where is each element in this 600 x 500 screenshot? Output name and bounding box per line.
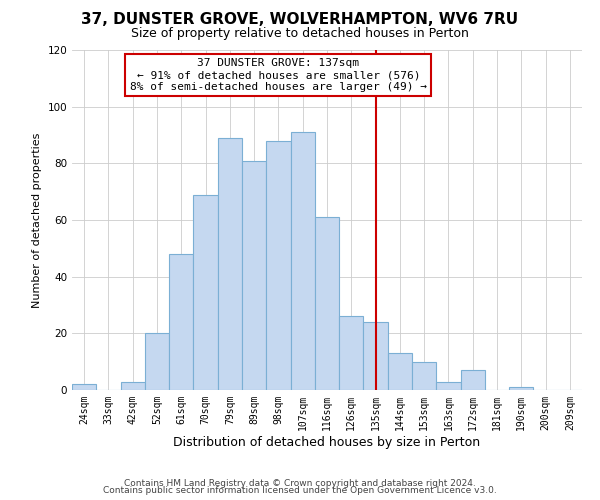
Text: Size of property relative to detached houses in Perton: Size of property relative to detached ho…: [131, 28, 469, 40]
Bar: [145, 334, 169, 390]
Bar: [121, 382, 145, 390]
Bar: [242, 160, 266, 390]
Bar: [315, 217, 339, 390]
Text: 37, DUNSTER GROVE, WOLVERHAMPTON, WV6 7RU: 37, DUNSTER GROVE, WOLVERHAMPTON, WV6 7R…: [82, 12, 518, 28]
Bar: [436, 382, 461, 390]
Bar: [218, 138, 242, 390]
Bar: [290, 132, 315, 390]
Bar: [509, 387, 533, 390]
Text: Contains HM Land Registry data © Crown copyright and database right 2024.: Contains HM Land Registry data © Crown c…: [124, 478, 476, 488]
Bar: [193, 194, 218, 390]
Bar: [266, 140, 290, 390]
Y-axis label: Number of detached properties: Number of detached properties: [32, 132, 42, 308]
Bar: [339, 316, 364, 390]
Text: 37 DUNSTER GROVE: 137sqm
← 91% of detached houses are smaller (576)
8% of semi-d: 37 DUNSTER GROVE: 137sqm ← 91% of detach…: [130, 58, 427, 92]
X-axis label: Distribution of detached houses by size in Perton: Distribution of detached houses by size …: [173, 436, 481, 448]
Bar: [72, 384, 96, 390]
Bar: [412, 362, 436, 390]
Bar: [169, 254, 193, 390]
Bar: [364, 322, 388, 390]
Bar: [461, 370, 485, 390]
Text: Contains public sector information licensed under the Open Government Licence v3: Contains public sector information licen…: [103, 486, 497, 495]
Bar: [388, 353, 412, 390]
